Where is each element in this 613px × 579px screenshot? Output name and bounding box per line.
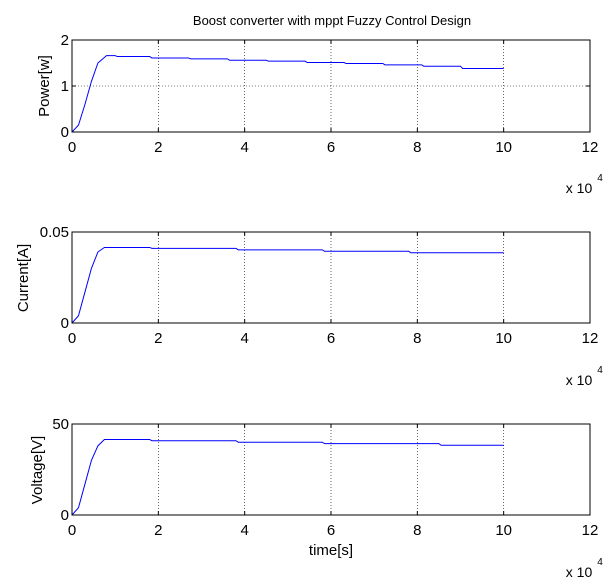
current-x-tick-label: 6 [327,330,335,347]
power-x-tick-label: 10 [495,139,512,156]
power-subplot: 0 2 4 6 8 10 12 012 Power[w] x 10 4 [36,32,603,196]
current-x-tick-label: 4 [240,330,248,347]
current-x-exponent: 4 [597,365,603,376]
power-x-tick-label: 6 [327,139,335,156]
power-x-tick-label: 12 [582,139,599,156]
current-x-tick-label: 0 [68,330,76,347]
current-y-axis-label: Current[A] [15,244,32,312]
current-subplot: 0 2 4 6 8 10 12 0 0.05 Current[A] x 10 4 [15,224,603,388]
voltage-x-multiplier: x 10 [566,564,593,579]
voltage-x-tick-label: 10 [495,522,512,539]
power-x-tick-label: 2 [154,139,162,156]
voltage-x-tick-label: 0 [68,522,76,539]
voltage-x-tick-label: 12 [582,522,599,539]
voltage-y-axis-label: Voltage[V] [29,436,46,504]
power-x-exponent: 4 [597,173,603,184]
current-x-tick-label: 8 [413,330,421,347]
current-x-multiplier: x 10 [566,372,593,388]
current-x-tick-label: 2 [154,330,162,347]
power-y-tick-label: 0 [61,124,69,141]
power-y-axis-label: Power[w] [36,55,53,117]
power-x-tick-label: 8 [413,139,421,156]
current-x-tick-label: 10 [495,330,512,347]
current-x-tick-label: 12 [582,330,599,347]
power-x-tick-label: 4 [240,139,248,156]
power-x-tick-label: 0 [68,139,76,156]
voltage-subplot: 0 2 4 6 8 10 12 0 50 Voltage[V] time[s] x 10 4 [29,416,603,579]
voltage-x-exponent: 4 [597,557,603,568]
power-y-tick-label: 1 [61,78,69,95]
voltage-x-tick-label: 4 [240,522,248,539]
current-y-tick-label: 0 [61,315,69,332]
current-y-tick-label: 0.05 [40,224,69,241]
voltage-x-axis-label: time[s] [309,542,353,559]
power-x-multiplier: x 10 [566,180,593,196]
power-y-tick-label: 2 [61,32,69,49]
voltage-x-tick-label: 8 [413,522,421,539]
chart-title: Boost converter with mppt Fuzzy Control … [193,13,471,28]
voltage-y-tick-label: 50 [52,416,69,433]
voltage-x-tick-label: 2 [154,522,162,539]
voltage-x-tick-label: 6 [327,522,335,539]
voltage-y-tick-label: 0 [61,507,69,524]
